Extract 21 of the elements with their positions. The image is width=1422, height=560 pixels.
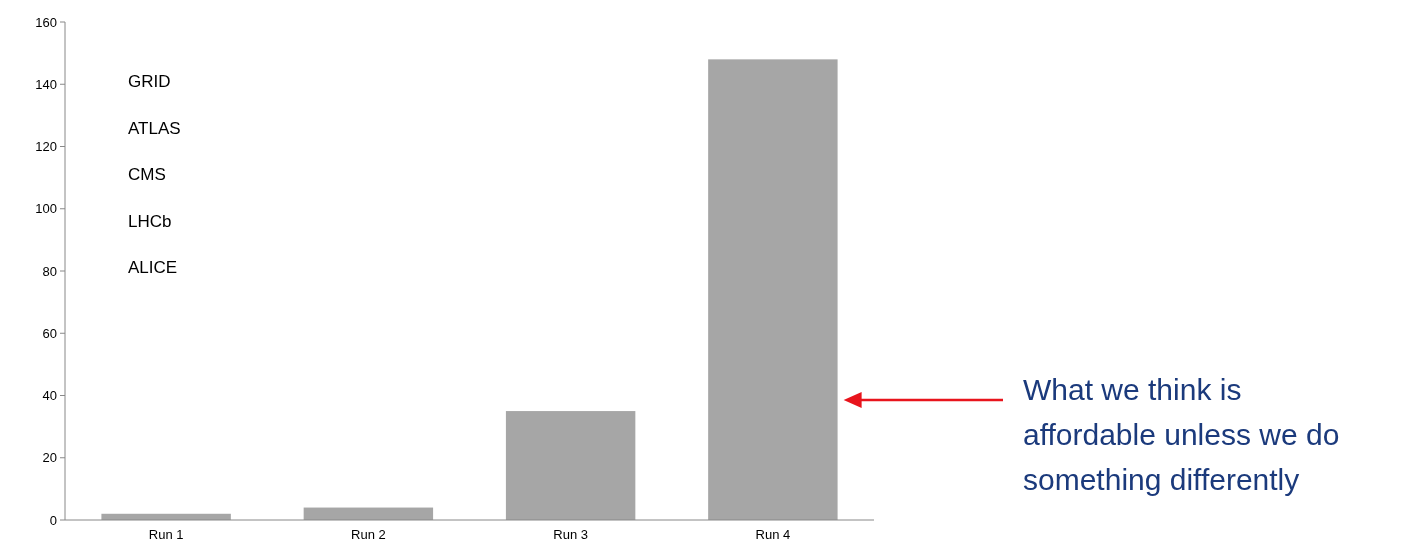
y-tick-label: 120 [35,139,57,155]
x-tick-label: Run 4 [755,527,791,542]
annotation: GRID [128,72,171,91]
y-tick-label: 160 [35,14,57,30]
bar [505,411,636,520]
y-tick-label: 0 [49,512,57,528]
y-tick-label: 100 [35,201,57,217]
y-tick-label: 140 [35,76,57,92]
y-tick-label: 40 [42,388,57,404]
annotation: LHCb [128,211,172,231]
annotation: CMS [128,165,166,184]
bar [708,59,838,520]
x-tick-label: Run 2 [351,527,386,542]
annotation: ALICE [128,258,178,277]
x-tick-label: Run 1 [148,527,184,542]
x-tick-label: Run 3 [553,527,588,542]
y-tick-label: 60 [42,325,57,341]
text: What we think is affordable unless we do something differently [1023,373,1340,496]
y-tick-label: 20 [42,450,57,466]
y-tick-label: 80 [42,263,57,279]
annotation: ATLAS [128,118,181,138]
